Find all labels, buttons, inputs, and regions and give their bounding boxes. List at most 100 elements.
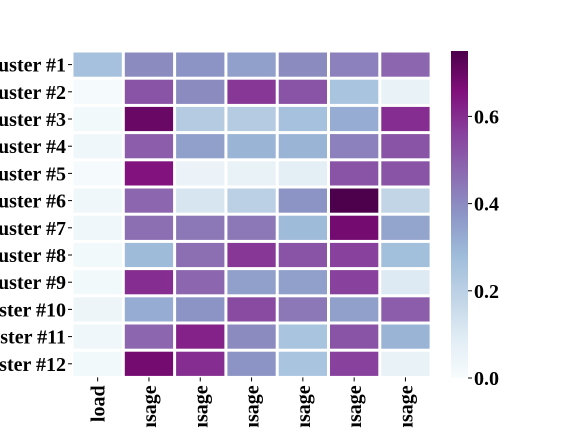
col-tick-label: ısage [190, 385, 212, 427]
heatmap-cell [278, 188, 327, 213]
heatmap-cell [278, 297, 327, 322]
heatmap-cell [176, 188, 225, 213]
row-tick-label: ster #11 [0, 327, 66, 349]
heatmap-cell [227, 297, 276, 322]
heatmap-cell [227, 79, 276, 104]
heatmap-cell [381, 52, 430, 77]
heatmap-cell [124, 79, 174, 104]
heatmap-cell [227, 215, 276, 240]
heatmap-cell [381, 134, 430, 159]
heatmap-cell [381, 242, 430, 268]
heatmap-cell [330, 242, 379, 268]
heatmap-cell [124, 188, 174, 213]
heatmap-cell [176, 215, 225, 240]
col-tick-label: load [88, 385, 110, 422]
heatmap-cell [227, 161, 276, 186]
col-tick-label: ısage [344, 385, 366, 427]
colorbar-tick-label: 0.0 [474, 368, 499, 390]
heatmap-cell [381, 270, 430, 295]
row-tick-label: uster #6 [0, 191, 66, 213]
row-tick-label: uster #9 [0, 272, 66, 294]
heatmap-cell [227, 351, 276, 376]
heatmap-cell [278, 270, 327, 295]
heatmap-cell [381, 161, 430, 186]
colorbar-tick-label: 0.2 [474, 281, 499, 303]
heatmap-cell [227, 52, 276, 77]
heatmap-cell [124, 324, 174, 349]
heatmap-cell [227, 270, 276, 295]
heatmap-cell [176, 52, 225, 77]
heatmap-cell [73, 351, 122, 376]
row-tick-label: uster #7 [0, 218, 66, 240]
heatmap-cell [124, 297, 174, 322]
heatmap-cell [73, 242, 122, 268]
col-tick-label: ısage [139, 385, 161, 427]
heatmap-cell [278, 161, 327, 186]
heatmap-cell [278, 242, 327, 268]
heatmap-cell [176, 351, 225, 376]
heatmap-cell [73, 324, 122, 349]
heatmap-cell [176, 270, 225, 295]
heatmap-cell [330, 52, 379, 77]
heatmap-cell [73, 52, 122, 77]
heatmap-cell [124, 242, 174, 268]
row-tick-label: uster #3 [0, 109, 66, 131]
heatmap-cell [73, 297, 122, 322]
heatmap-cell [330, 161, 379, 186]
heatmap-cell [278, 52, 327, 77]
heatmap-cell [278, 79, 327, 104]
heatmap-cell [381, 106, 430, 132]
heatmap-cell [176, 134, 225, 159]
heatmap-cell [176, 161, 225, 186]
heatmap-cell [330, 134, 379, 159]
heatmap-cell [124, 134, 174, 159]
heatmap-cell [330, 297, 379, 322]
row-tick-label: uster #2 [0, 82, 66, 104]
heatmap-cell [381, 351, 430, 376]
heatmap-cell [330, 351, 379, 376]
heatmap-cell [124, 270, 174, 295]
heatmap-cell [176, 79, 225, 104]
heatmap-cell [73, 188, 122, 213]
heatmap-cell [124, 106, 174, 132]
heatmap-cell [227, 188, 276, 213]
heatmap-cell [278, 351, 327, 376]
heatmap-cell [381, 324, 430, 349]
heatmap-cell [381, 215, 430, 240]
heatmap-cell [227, 242, 276, 268]
col-tick-label: ısage [242, 385, 264, 427]
heatmap-cell [227, 134, 276, 159]
heatmap-cell [330, 188, 379, 213]
heatmap-cell [176, 297, 225, 322]
heatmap-cell [330, 79, 379, 104]
heatmap-cell [124, 52, 174, 77]
heatmap-cell [124, 351, 174, 376]
row-tick-label: uster #8 [0, 245, 66, 267]
heatmap-cell [124, 215, 174, 240]
row-tick-label: ster #12 [0, 354, 66, 376]
heatmap-cell [278, 215, 327, 240]
heatmap-cell [278, 324, 327, 349]
colorbar [451, 51, 468, 378]
row-tick-label: ster #10 [0, 299, 66, 321]
heatmap-cell [124, 161, 174, 186]
heatmap-cell [330, 106, 379, 132]
colorbar-tick-label: 0.6 [474, 106, 499, 128]
heatmap-cell [278, 134, 327, 159]
heatmap-cell [176, 106, 225, 132]
heatmap-cell [381, 297, 430, 322]
heatmap-cell [73, 161, 122, 186]
row-tick-label: uster #4 [0, 136, 66, 158]
heatmap-cell [73, 134, 122, 159]
heatmap-cell [381, 188, 430, 213]
heatmap-cell [227, 106, 276, 132]
heatmap-cell [176, 242, 225, 268]
col-tick-label: ısage [395, 385, 417, 427]
heatmap-cell [278, 106, 327, 132]
heatmap-cell [227, 324, 276, 349]
col-tick-label: ısage [293, 385, 315, 427]
colorbar-tick-label: 0.4 [474, 194, 499, 216]
heatmap-cell [73, 106, 122, 132]
heatmap-cell [73, 79, 122, 104]
